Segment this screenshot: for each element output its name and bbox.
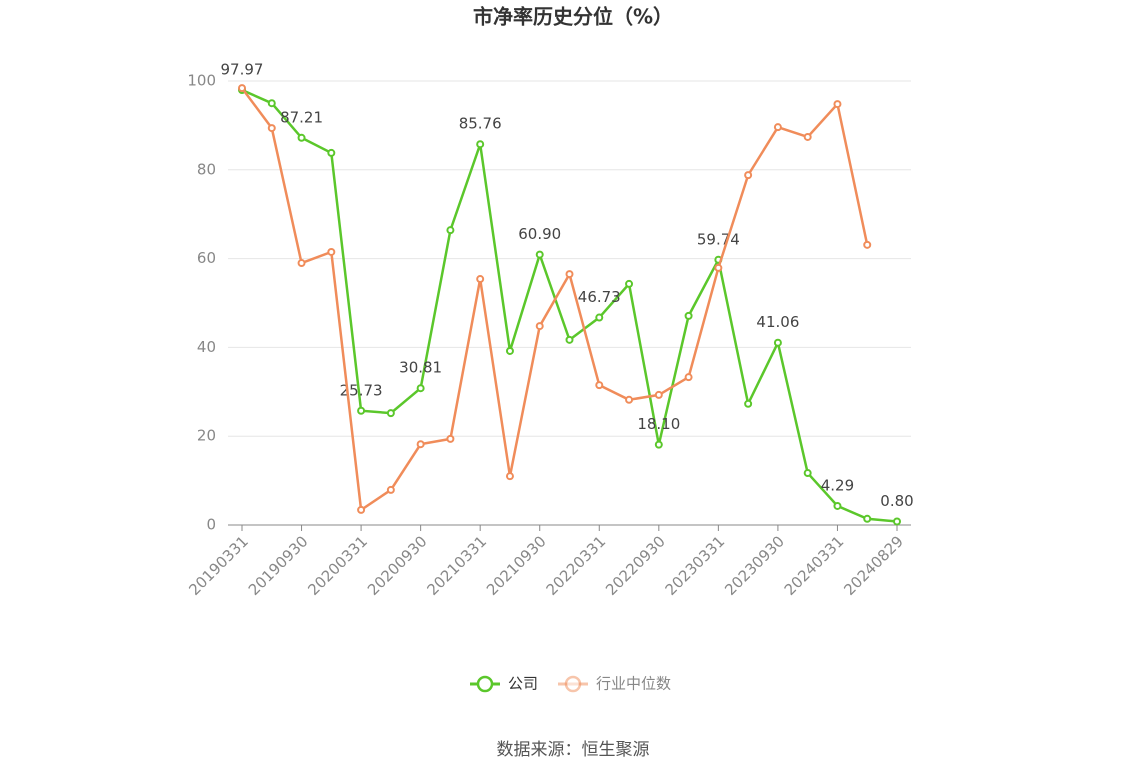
data-point [863,514,872,523]
data-point [386,485,395,494]
data-label: 85.76 [459,115,502,133]
legend-label: 行业中位数 [596,675,671,693]
x-tick-label: 20230331 [662,532,729,599]
data-label: 97.97 [221,61,264,79]
data-point [625,395,634,404]
y-tick-label: 100 [187,72,216,90]
data-point [654,440,663,449]
y-tick-label: 20 [197,427,216,445]
data-point [714,263,723,272]
data-label: 25.73 [340,381,383,399]
series-line [240,87,869,513]
x-tick-label: 20190930 [245,532,312,599]
data-point [833,100,842,109]
data-point [744,399,753,408]
data-point [446,434,455,443]
x-tick-label: 20240829 [840,532,907,599]
legend-marker [564,675,582,693]
x-tick-label: 20220930 [602,532,669,599]
data-label: 41.06 [756,313,799,331]
data-point [267,124,276,133]
data-label: 59.74 [697,230,740,248]
source: 数据来源：恒生聚源 [497,740,650,760]
y-tick-label: 60 [197,249,216,267]
data-point [505,472,514,481]
data-point [416,384,425,393]
data-point [357,406,366,415]
data-point [625,279,634,288]
data-point [773,338,782,347]
data-point [416,440,425,449]
x-tick-label: 20230930 [721,532,788,599]
data-point [505,346,514,355]
x-tick-label: 20210331 [423,532,490,599]
data-point [684,373,693,382]
data-point [357,505,366,514]
data-point [565,335,574,344]
data-label: 60.90 [518,225,561,243]
data-point [476,140,485,149]
data-point [893,517,901,526]
legend-label: 公司 [508,675,538,693]
data-point [535,250,544,259]
data-point [803,132,812,141]
y-tick-label: 0 [206,516,216,534]
data-point [565,270,574,279]
data-point [833,501,842,510]
data-point [595,313,604,322]
data-point [863,240,872,249]
legend-marker [476,675,494,693]
data-point [535,322,544,331]
data-point [327,247,336,256]
data-label: 0.80 [880,492,913,510]
data-point [267,99,276,108]
data-point [595,381,604,390]
data-point [327,148,336,157]
data-label: 87.21 [280,108,323,126]
data-point [684,311,693,320]
data-point [744,171,753,180]
data-point [773,123,782,132]
data-point [654,390,663,399]
y-tick-label: 80 [197,160,216,178]
data-label: 46.73 [578,288,621,306]
x-tick-label: 20210930 [483,532,550,599]
series-line [241,88,898,523]
data-point [297,133,306,142]
data-point [476,275,485,284]
data-label: 30.81 [399,359,442,377]
data-point [803,469,812,478]
x-tick-label: 20220331 [543,532,610,599]
x-tick-label: 20190331 [185,532,252,599]
data-point [446,226,455,235]
data-label: 4.29 [821,476,854,494]
y-tick-label: 40 [197,338,216,356]
data-point [238,84,246,93]
data-label: 18.10 [637,415,680,433]
data-point [297,259,306,268]
x-tick-label: 20240331 [781,532,848,599]
x-tick-label: 20200331 [304,532,371,599]
chart-title: 市净率历史分位（%） [473,5,673,29]
data-point [386,409,395,418]
x-tick-label: 20200930 [364,532,431,599]
